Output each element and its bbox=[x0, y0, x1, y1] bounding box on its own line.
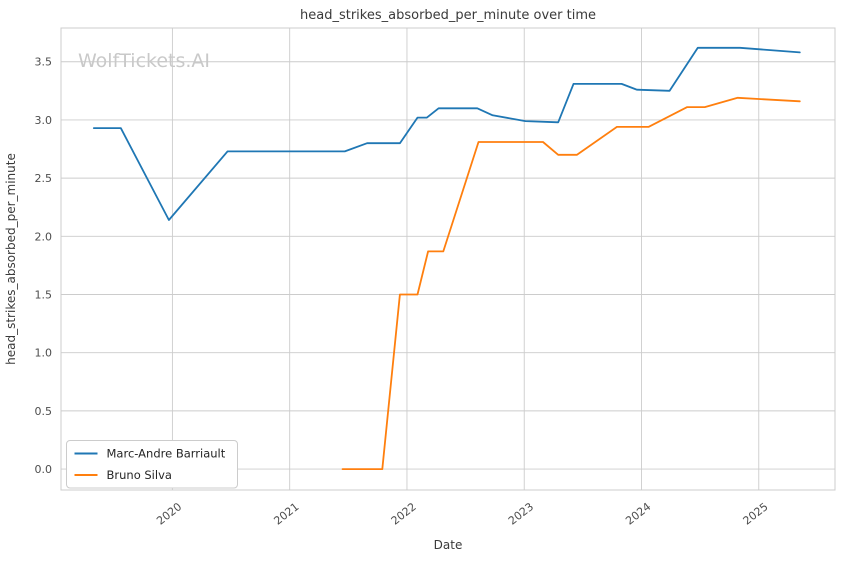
y-tick-label: 3.0 bbox=[35, 114, 53, 127]
x-tick-label: 2020 bbox=[154, 500, 184, 527]
legend-label: Bruno Silva bbox=[107, 468, 172, 482]
series-line bbox=[92, 46, 801, 221]
y-axis-ticks: 0.0 0.5 1.0 1.5 2.0 2.5 3.0 3.5 bbox=[35, 56, 53, 476]
y-tick-label: 0.0 bbox=[35, 463, 53, 476]
y-tick-label: 3.5 bbox=[35, 56, 53, 69]
chart-title: head_strikes_absorbed_per_minute over ti… bbox=[300, 8, 596, 23]
plot-frame bbox=[60, 27, 836, 491]
x-tick-label: 2023 bbox=[506, 500, 536, 527]
x-axis-label: Date bbox=[434, 538, 463, 552]
x-tick-label: 2025 bbox=[741, 500, 771, 527]
series-line bbox=[341, 96, 801, 471]
legend-box bbox=[66, 440, 238, 489]
y-tick-label: 0.5 bbox=[35, 405, 53, 418]
watermark: WolfTickets.AI bbox=[78, 50, 210, 72]
y-axis-label: head_strikes_absorbed_per_minute bbox=[4, 153, 18, 365]
x-tick-label: 2022 bbox=[389, 500, 419, 527]
x-tick-label: 2021 bbox=[271, 500, 301, 527]
series-lines bbox=[92, 46, 801, 471]
y-tick-label: 1.0 bbox=[35, 347, 53, 360]
legend: Marc-Andre Barriault Bruno Silva bbox=[66, 440, 238, 489]
gridlines bbox=[61, 28, 835, 490]
y-tick-label: 2.5 bbox=[35, 172, 53, 185]
y-tick-label: 1.5 bbox=[35, 288, 53, 301]
y-tick-label: 2.0 bbox=[35, 230, 53, 243]
legend-label: Marc-Andre Barriault bbox=[107, 447, 226, 461]
x-axis-ticks: 2020 2021 2022 2023 2024 2025 bbox=[154, 500, 770, 527]
x-tick-label: 2024 bbox=[623, 500, 653, 527]
